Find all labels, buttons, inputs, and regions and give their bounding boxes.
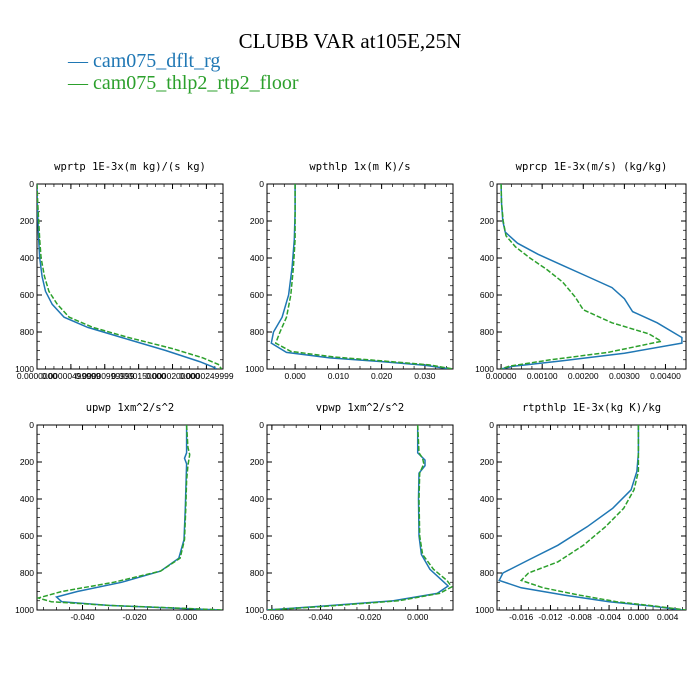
x-tick-label: 0.004 [657,612,679,622]
y-tick-label: 0 [259,179,264,189]
series-line-floor [37,425,223,610]
x-tick-label: -0.040 [308,612,332,622]
x-tick-label: -0.060 [260,612,284,622]
x-tick-label: 0.0000000 [17,371,57,381]
y-tick-label: 800 [480,568,494,578]
x-tick-label: 0.020 [371,371,393,381]
panel-3: upwp 1xm^2/s^2 0 200 400 600 800 1000 -0.040 -0.… [15,402,224,622]
y-tick-label: 400 [20,253,34,263]
panel-title: wpthlp 1x(m K)/s [309,161,410,173]
x-tick-label: 0.030 [414,371,436,381]
axes-frame [266,424,454,611]
axes-frame [36,183,224,370]
panel-title: upwp 1xm^2/s^2 [86,402,175,414]
series-line-floor [37,184,223,369]
y-tick-label: 800 [20,568,34,578]
y-tick-label: 200 [250,216,264,226]
y-tick-label: 200 [20,457,34,467]
x-tick-label: 0.00000999999 [75,371,134,381]
y-tick-label: 400 [250,253,264,263]
x-tick-label: -0.016 [509,612,533,622]
panel-4: vpwp 1xm^2/s^2 0 200 400 600 800 1000-0.060 -0.… [245,402,454,622]
y-tick-label: 0 [29,179,34,189]
panel-title: wprtp 1E-3x(m kg)/(s kg) [54,161,206,173]
y-tick-label: 0 [489,420,494,430]
y-tick-label: 400 [20,494,34,504]
y-tick-label: 200 [250,457,264,467]
y-tick-label: 600 [20,531,34,541]
series-line-dflt [270,184,451,369]
x-tick-label: 0.00300 [609,371,640,381]
x-tick-label: 0.00000 [486,371,517,381]
axes-frame [36,424,224,611]
y-tick-label: 0 [489,179,494,189]
x-tick-label: -0.004 [597,612,621,622]
panel-title: wprcp 1E-3x(m/s) (kg/kg) [516,161,668,173]
x-tick-label: 0.000 [628,612,650,622]
x-tick-label: 0.000 [284,371,306,381]
x-tick-label: -0.020 [122,612,146,622]
y-tick-label: 1000 [475,364,494,374]
panel-title: rtpthlp 1E-3x(kg K)/kg [522,402,661,414]
y-tick-label: 800 [20,327,34,337]
x-tick-label: -0.020 [357,612,381,622]
x-tick-label: -0.008 [568,612,592,622]
series-line-dflt [267,425,450,610]
x-tick-label: -0.040 [70,612,94,622]
y-tick-label: 600 [20,290,34,300]
panel-0: wprtp 1E-3x(m kg)/(s kg) 0 200 400 600 800 100… [15,161,234,381]
series-line-floor [519,425,686,610]
y-tick-label: 600 [250,290,264,300]
series-line-floor [274,184,453,369]
y-tick-label: 1000 [15,364,34,374]
y-tick-label: 1000 [245,605,264,615]
series-line-dflt [498,425,683,610]
series-line-floor [268,425,453,610]
y-tick-label: 200 [480,216,494,226]
legend-entry-dflt: — cam075_dflt_rg [68,50,221,72]
series-line-dflt [54,425,221,610]
legend-entry-floor: — cam075_thlp2_rtp2_floor [68,72,299,94]
y-tick-label: 800 [250,568,264,578]
y-tick-label: 600 [480,531,494,541]
y-tick-label: 0 [259,420,264,430]
x-tick-label: 0.00400 [650,371,681,381]
y-tick-label: 600 [480,290,494,300]
x-tick-label: 0.00100 [527,371,558,381]
x-tick-label: 0.0000249999 [179,371,234,381]
x-tick-label: 0.00200 [568,371,599,381]
panel-2: wprcp 1E-3x(m/s) (kg/kg) 0 200 400 600 800 100… [475,161,687,381]
x-tick-label: 0.000 [176,612,198,622]
y-tick-label: 400 [480,494,494,504]
axes-frame [496,183,687,370]
x-tick-label: -0.012 [538,612,562,622]
x-tick-label: 0.0000150000 [111,371,166,381]
y-tick-label: 200 [20,216,34,226]
x-tick-label: 0.010 [328,371,350,381]
x-tick-label: 0.00000499999 [41,371,100,381]
y-tick-label: 1000 [475,605,494,615]
y-tick-label: 400 [250,494,264,504]
series-line-dflt [500,184,683,369]
y-tick-label: 0 [29,420,34,430]
y-tick-label: 1000 [245,364,264,374]
x-tick-label: 0.0000200000 [145,371,200,381]
y-tick-label: 800 [250,327,264,337]
y-tick-label: 800 [480,327,494,337]
series-line-dflt [37,184,217,369]
y-tick-label: 200 [480,457,494,467]
y-tick-label: 1000 [15,605,34,615]
panel-5: rtpthlp 1E-3x(kg K)/kg 0 200 400 600 800 1000 -… [475,402,687,622]
x-tick-label: 0.000 [407,612,429,622]
y-tick-label: 400 [480,253,494,263]
figure-title: CLUBB VAR at105E,25N [238,29,462,53]
series-line-floor [500,184,664,369]
panel-1: wpthlp 1x(m K)/s 0 200 400 600 800 1000 0.000 0.… [245,161,454,381]
y-tick-label: 600 [250,531,264,541]
panel-title: vpwp 1xm^2/s^2 [316,402,405,414]
